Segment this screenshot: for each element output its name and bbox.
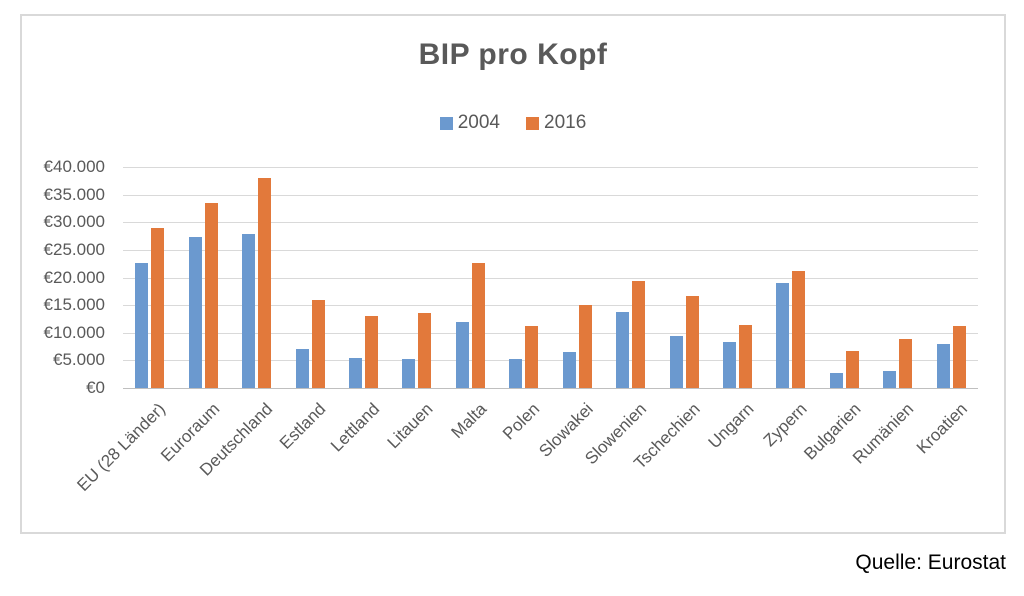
gridline: [123, 332, 978, 334]
gridline: [123, 305, 978, 307]
y-tick-label: €35.000: [43, 184, 105, 204]
y-tick-label: €25.000: [43, 239, 105, 259]
bar-2004: [348, 358, 362, 388]
legend-item-2016: 2016: [526, 112, 586, 134]
y-tick-label: €30.000: [43, 212, 105, 232]
bar-2016: [845, 351, 859, 388]
bar-2016: [632, 281, 646, 388]
x-category-label: Litauen: [383, 399, 437, 453]
legend-swatch-2004-icon: [439, 116, 453, 130]
bar-2004: [455, 322, 469, 388]
bar-2016: [471, 263, 485, 388]
y-tick-label: €20.000: [43, 267, 105, 287]
bar-2016: [792, 271, 806, 388]
chart-title: BIP pro Kopf: [418, 38, 608, 71]
bar-2004: [188, 237, 202, 388]
bar-2004: [883, 371, 897, 388]
bar-2004: [402, 359, 416, 388]
bar-2004: [295, 349, 309, 388]
bar-2004: [242, 234, 256, 388]
gridline: [123, 360, 978, 362]
gridline: [123, 194, 978, 196]
bar-2004: [669, 336, 683, 388]
gridline: [123, 222, 978, 224]
bar-2016: [311, 300, 325, 388]
bar-2016: [685, 296, 699, 388]
x-category-label: Zypern: [759, 399, 811, 451]
gridline: [123, 277, 978, 279]
bar-2016: [739, 325, 753, 388]
bar-2016: [204, 203, 218, 388]
y-tick-label: €0: [86, 378, 105, 397]
x-axis-line: [123, 388, 978, 389]
x-category-label: Malta: [447, 399, 491, 443]
bar-2004: [723, 342, 737, 388]
bar-2004: [509, 359, 523, 388]
x-category-label: Estland: [276, 399, 330, 453]
bar-2016: [899, 339, 913, 388]
source-note: Quelle: Eurostat: [855, 551, 1006, 574]
gridline: [123, 249, 978, 251]
bar-2016: [258, 178, 272, 388]
bar-2004: [616, 312, 630, 388]
x-category-label: Ungarn: [704, 399, 758, 453]
x-category-label: Polen: [499, 399, 544, 444]
bar-2016: [151, 228, 165, 388]
legend-label-2004: 2004: [457, 112, 500, 133]
chart-frame: BIP pro Kopf 2004 2016 €40.000 €35.000 €30…: [20, 14, 1006, 534]
x-category-label: EU (28 Länder): [73, 399, 170, 495]
bar-2004: [829, 373, 843, 388]
bar-2004: [135, 263, 149, 388]
bar-2016: [364, 316, 378, 388]
legend: 2004 2016: [22, 112, 1004, 134]
bar-2004: [562, 352, 576, 388]
legend-label-2016: 2016: [544, 112, 587, 133]
x-category-label: Lettland: [326, 399, 384, 456]
legend-item-2004: 2004: [439, 112, 500, 134]
gridline: [123, 167, 978, 168]
y-tick-label: €5.000: [53, 350, 105, 370]
y-tick-label: €40.000: [43, 157, 105, 176]
bar-2004: [776, 283, 790, 388]
bar-2016: [952, 326, 966, 388]
bar-2004: [936, 344, 950, 388]
legend-swatch-2016-icon: [526, 116, 539, 130]
y-tick-label: €10.000: [43, 322, 105, 342]
bar-2016: [525, 326, 539, 388]
y-tick-label: €15.000: [43, 295, 105, 315]
plot-area: [123, 167, 978, 389]
bar-2016: [418, 313, 432, 388]
bar-2016: [578, 305, 592, 388]
x-category-label: Kroatien: [912, 399, 972, 458]
